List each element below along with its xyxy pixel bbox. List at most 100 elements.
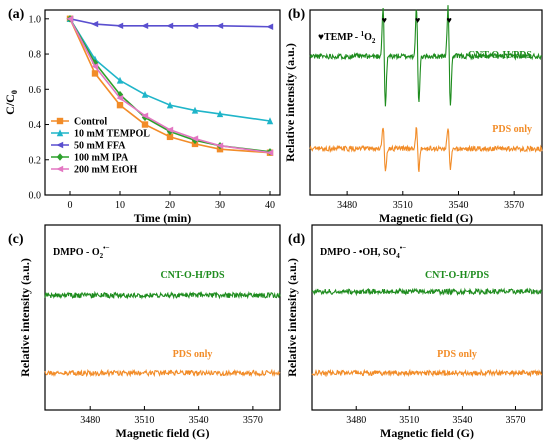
annotation-sub: 2 — [372, 37, 376, 45]
legend-label: Control — [74, 117, 107, 128]
x-tick-label: 40 — [265, 200, 275, 211]
series-label: PDS only — [437, 349, 477, 360]
data-point — [191, 22, 199, 30]
data-point — [56, 165, 64, 173]
plot-frame-a — [44, 9, 281, 196]
series-line — [69, 18, 271, 28]
data-point — [141, 90, 149, 98]
heart-icon: ♥ — [447, 15, 452, 25]
y-tick-label: 0.2 — [29, 155, 42, 166]
data-point — [91, 70, 99, 77]
data-point — [216, 110, 224, 118]
series-label: CNT-O-H/PDS — [468, 50, 533, 61]
data-point — [116, 22, 124, 30]
panel-annotation: DMPO - O2•− — [53, 244, 110, 260]
x-tick-label: 3540 — [448, 200, 468, 211]
series-line — [309, 5, 543, 107]
data-point — [166, 127, 174, 136]
legend-label: 10 mM TEMPOL — [74, 129, 150, 140]
panel-label-c: (c) — [8, 232, 24, 247]
data-point — [91, 59, 99, 67]
y-axis-title: Relative intensity (a.u.) — [283, 43, 297, 162]
annotation-sub: 4 — [396, 252, 400, 260]
legend-entry: 50 mM FFA — [51, 141, 126, 152]
series-line — [69, 18, 271, 154]
legend-entry: Control — [51, 117, 107, 128]
data-point — [56, 141, 64, 149]
data-point — [56, 129, 64, 137]
data-point — [56, 153, 64, 161]
data-point — [166, 126, 174, 134]
data-point — [191, 136, 199, 145]
data-point — [216, 22, 224, 30]
x-tick-label: 3510 — [399, 415, 419, 426]
y-tick-label: 0.6 — [29, 85, 42, 96]
heart-icon: ♥ — [318, 32, 324, 43]
heart-icon: ♥ — [382, 15, 387, 25]
series-line — [44, 368, 281, 378]
x-axis-title: Magnetic field (G) — [116, 426, 210, 440]
data-point — [141, 113, 149, 122]
series-2 — [66, 15, 274, 30]
panel-c: (c) 3480 3510 3540 3570 Magnetic field (G) Rel… — [8, 224, 281, 440]
x-axis-title: Magnetic field (G) — [380, 426, 474, 440]
x-tick-label: 3570 — [243, 415, 263, 426]
panel-label-d: (d) — [288, 232, 305, 247]
x-tick-label: 3510 — [134, 415, 154, 426]
y-axis-title-main: C/C — [3, 94, 17, 115]
panel-annotation: ♥TEMP - 1O2 — [318, 30, 376, 45]
annotation-sup: 1 — [361, 30, 365, 38]
x-tick-label: 3570 — [504, 200, 524, 211]
panel-label-a: (a) — [8, 7, 25, 22]
series-label: CNT-O-H/PDS — [160, 270, 225, 281]
data-point — [141, 22, 149, 30]
x-tick-label: 0 — [68, 200, 73, 211]
series-label: PDS only — [173, 349, 213, 360]
y-axis-title-sub: 0 — [10, 90, 19, 94]
series-line — [69, 18, 271, 154]
y-tick-label: 0.8 — [29, 50, 42, 61]
panel-a: (a) 0 10 20 30 40 0.0 0.2 0.4 0.6 0.8 1.0 Time (min)… — [3, 7, 281, 225]
heart-icon: ♥ — [415, 15, 420, 25]
annotation-text: TEMP - — [324, 32, 361, 43]
data-point — [56, 117, 64, 125]
legend-entry: 200 mM EtOH — [51, 165, 138, 176]
x-tick-label: 10 — [115, 200, 125, 211]
x-tick-label: 3510 — [393, 200, 413, 211]
annotation-text: DMPO - O — [53, 247, 100, 258]
x-tick-label: 20 — [165, 200, 175, 211]
data-point — [66, 15, 74, 23]
series-4 — [66, 15, 274, 156]
annotation-text: DMPO - •OH, SO — [320, 247, 396, 258]
series-line — [69, 18, 271, 122]
y-axis-title: Relative intensity (a.u.) — [18, 258, 32, 377]
plot-frame-b — [309, 9, 543, 196]
legend-entry: 100 mM IPA — [51, 153, 129, 164]
data-point — [166, 22, 174, 30]
x-tick-label: 3480 — [337, 200, 357, 211]
data-point — [266, 149, 274, 156]
data-point — [91, 20, 99, 28]
y-tick-label: 1.0 — [29, 14, 42, 25]
panel-d: (d) 3480 3510 3540 3570 Magnetic field (G) Rel… — [285, 224, 543, 440]
y-tick-label: 0.0 — [29, 191, 42, 202]
plot-frame-c — [44, 224, 281, 411]
y-tick-label: 0.4 — [29, 120, 42, 131]
panel-b: (b) 3480 3510 3540 3570 Magnetic field (G) Rel… — [283, 5, 543, 225]
x-tick-label: 3480 — [346, 415, 366, 426]
panel-label-b: (b) — [288, 7, 305, 22]
plot-frame-d — [311, 224, 543, 411]
data-point — [141, 112, 149, 119]
x-tick-label: 3540 — [189, 415, 209, 426]
x-tick-label: 30 — [215, 200, 225, 211]
data-point — [166, 101, 174, 109]
x-axis-title: Time (min) — [134, 211, 191, 225]
data-point — [91, 63, 99, 70]
data-point — [116, 90, 124, 99]
series-line — [44, 290, 281, 300]
data-point — [266, 117, 274, 125]
annotation-species: O — [364, 32, 372, 43]
series-label: CNT-O-H/PDS — [425, 270, 490, 281]
legend-label: 100 mM IPA — [74, 153, 129, 164]
